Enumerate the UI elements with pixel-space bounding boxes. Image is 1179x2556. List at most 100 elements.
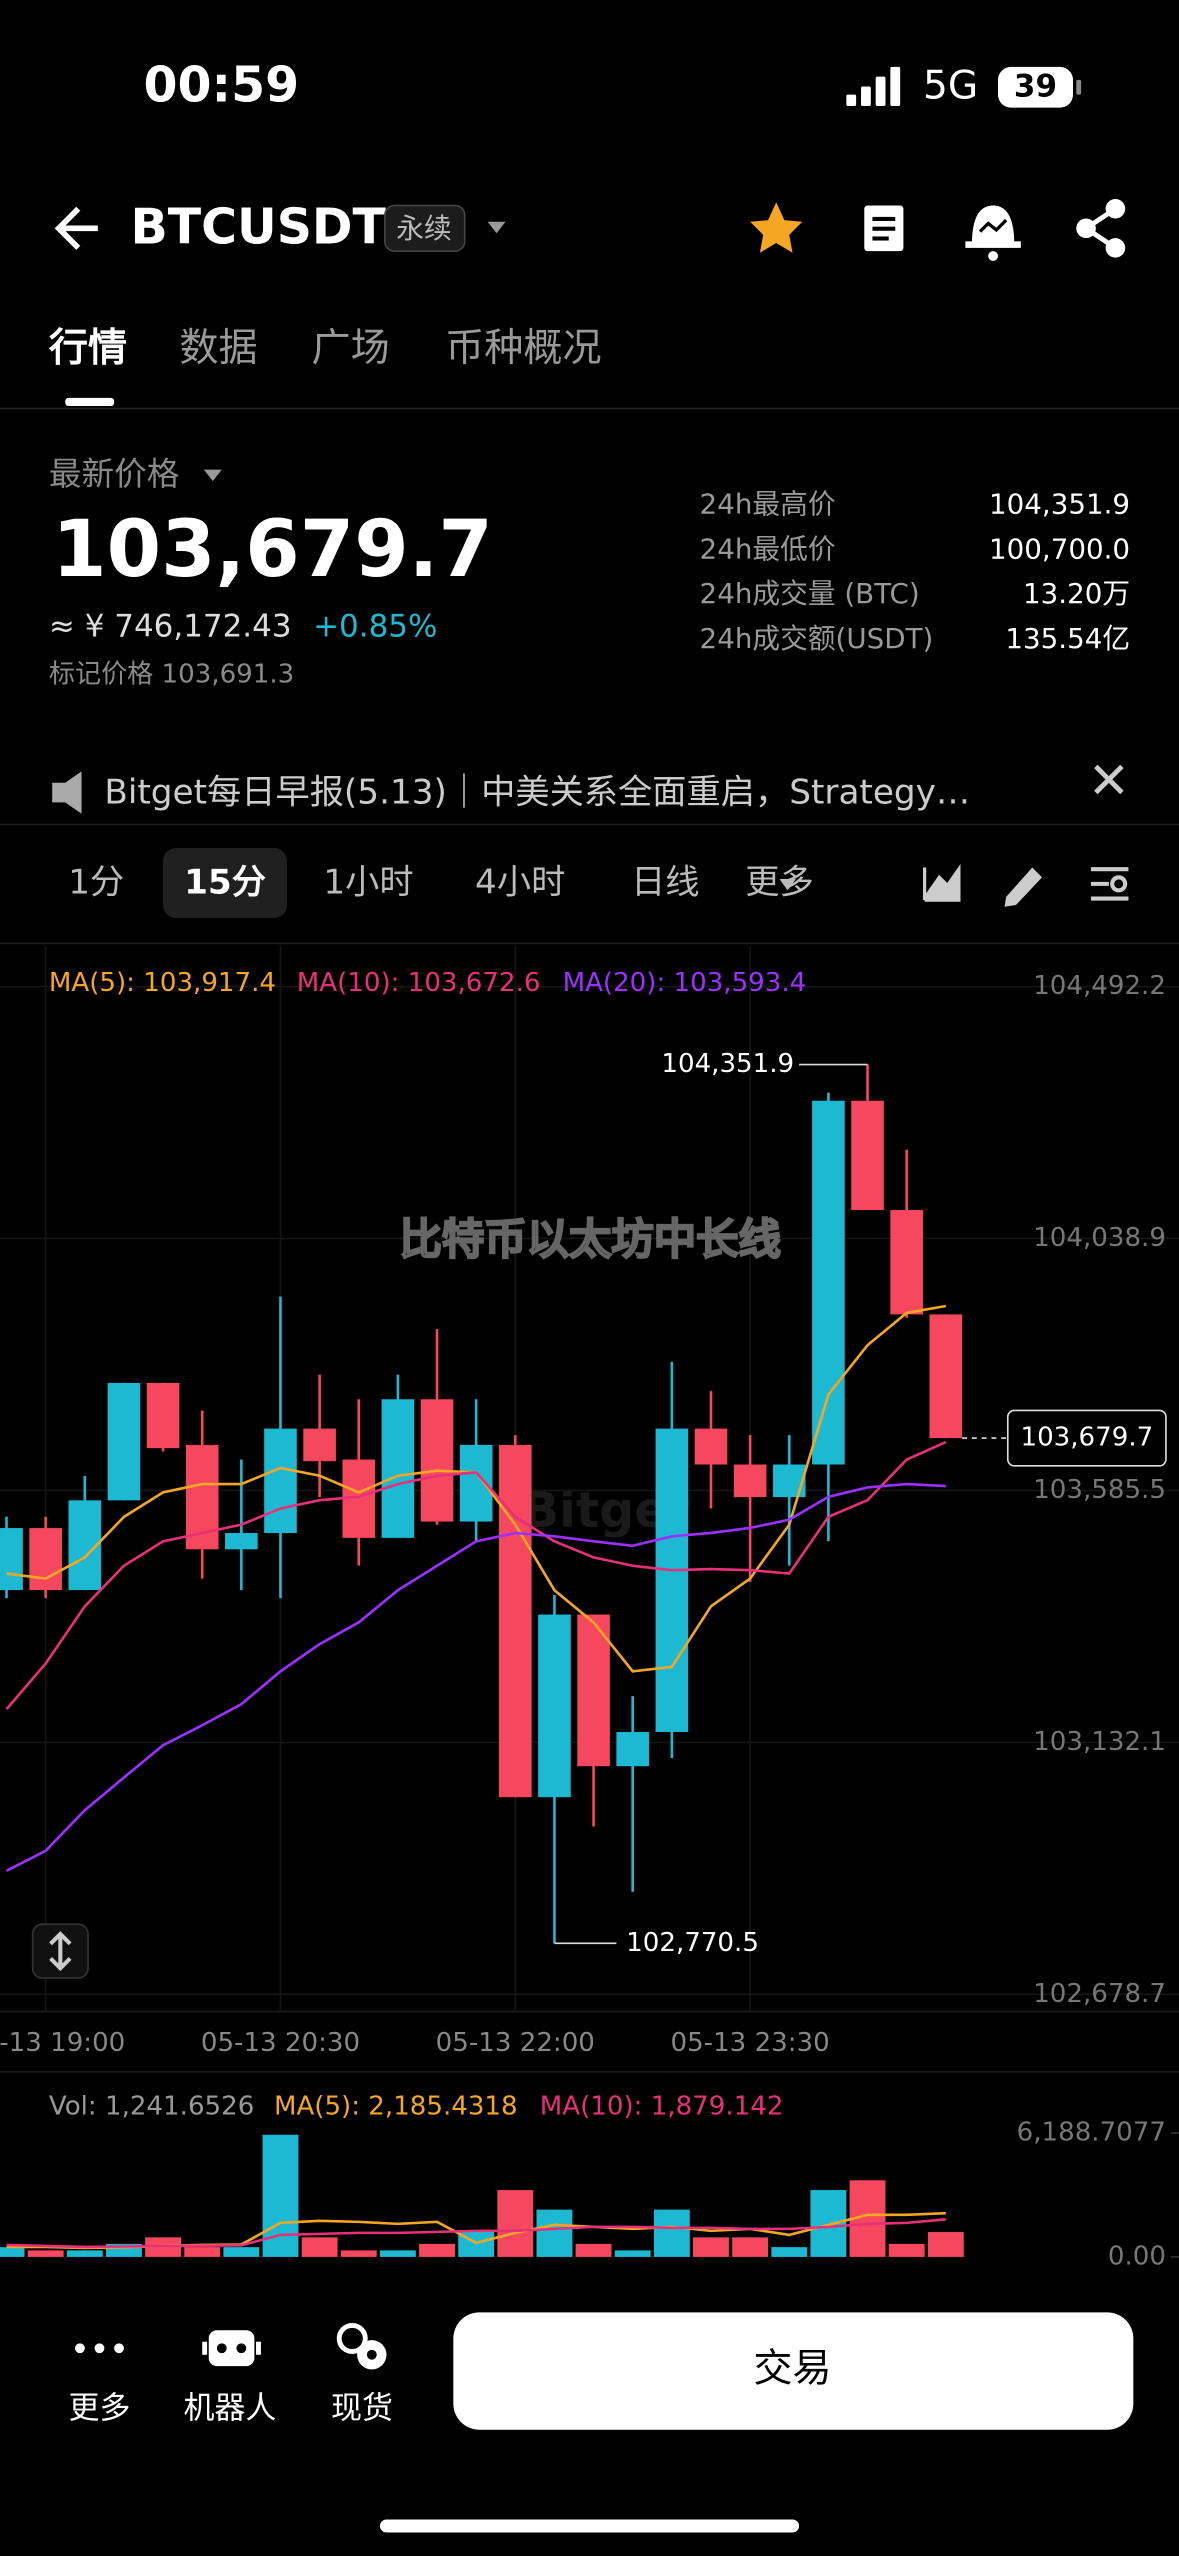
favorite-star[interactable] [750, 202, 803, 253]
mark-price: 标记价格 103,691.3 [49, 660, 294, 690]
divider [0, 2071, 1179, 2073]
home-indicator [379, 2519, 800, 2533]
volume-bar [379, 2250, 416, 2257]
x-tick-label: 05-13 22:00 [436, 2028, 595, 2058]
news-icon [52, 771, 82, 814]
interval[interactable]: 1小时 [323, 862, 413, 902]
settings-icon[interactable] [1090, 867, 1129, 901]
candle-body [146, 1382, 180, 1449]
candle-body [694, 1428, 728, 1465]
volume-bar [732, 2237, 769, 2257]
bottom-item[interactable]: 现货 [331, 2391, 393, 2427]
draw-icon[interactable] [1004, 867, 1043, 907]
candle-body [459, 1444, 493, 1522]
spot-icon[interactable] [336, 2322, 387, 2370]
ma-legend: MA(20): 103,593.4 [563, 968, 807, 998]
ma-line [5, 1440, 947, 1710]
battery-level: 39 [1014, 69, 1057, 105]
candle-body [225, 1533, 258, 1550]
volume-ma-legend: MA(10): 1,879.142 [540, 2091, 784, 2121]
tab[interactable]: 广场 [311, 326, 389, 371]
more-dropdown[interactable] [779, 878, 796, 891]
volume-legend: Vol: 1,241.6526 [49, 2091, 254, 2121]
back-button[interactable] [54, 206, 98, 250]
battery-icon [997, 66, 1074, 108]
trade-button-label[interactable]: 交易 [753, 2347, 831, 2392]
volume-bar [184, 2247, 221, 2257]
price-label: 最新价格 [49, 455, 179, 493]
y-tick-label: 104,492.2 [1033, 971, 1166, 1001]
interval[interactable]: 日线 [631, 862, 699, 902]
candle-body [381, 1399, 415, 1538]
candle-body [29, 1528, 62, 1591]
status-time: 00:59 [144, 57, 300, 114]
volume-bar [0, 2247, 25, 2257]
low-label: 102,770.5 [626, 1928, 759, 1958]
tag-box [384, 204, 466, 252]
y-tick-label: 104,038.9 [1033, 1223, 1166, 1253]
interval[interactable]: 15分 [184, 862, 266, 902]
divider [0, 2010, 1179, 2013]
alert-icon[interactable] [965, 205, 1021, 261]
bottom-item[interactable]: 更多 [69, 2391, 131, 2427]
candle-body [498, 1444, 532, 1798]
y-tick-label: 102,678.7 [1033, 1979, 1166, 2009]
symbol-dropdown[interactable] [487, 221, 506, 234]
notes-icon[interactable] [864, 205, 904, 252]
volume-bar [340, 2250, 377, 2257]
news-text[interactable]: Bitget每日早报(5.13)｜中美关系全面重启，Strategy… [104, 773, 970, 813]
candle-body [107, 1382, 141, 1501]
y-tick-label: 6,188.7077 [1017, 2117, 1166, 2147]
candle-body [0, 1528, 23, 1591]
ma-legend: MA(5): 103,917.4 [49, 968, 276, 998]
volume-bar [653, 2209, 690, 2257]
interval[interactable]: 4小时 [475, 862, 565, 902]
x-tick-label: 05-13 20:30 [201, 2028, 360, 2058]
volume-bar [771, 2247, 808, 2257]
volume-bar [262, 2134, 299, 2257]
volume-bar [419, 2243, 455, 2257]
chart-type-icon[interactable] [922, 864, 961, 902]
volume-bar [223, 2247, 260, 2257]
volume-bar [66, 2250, 103, 2257]
y-tick-label: 0.00 [1108, 2241, 1166, 2271]
volume-bar [27, 2250, 64, 2257]
share-icon[interactable] [1076, 198, 1126, 258]
candle-body [303, 1428, 336, 1462]
last-price-box [1006, 1409, 1167, 1467]
symbol[interactable]: BTCUSDT [130, 198, 386, 255]
volume-bar [536, 2209, 573, 2257]
tab[interactable]: 行情 [49, 326, 127, 371]
interval[interactable]: 更多 [745, 862, 813, 902]
battery-tip [1076, 79, 1082, 95]
cny-price: ≈ ¥ 746,172.43 [49, 608, 292, 644]
stat-label: 24h成交量 (BTC) [700, 577, 920, 610]
candle-body [264, 1428, 297, 1534]
candle-body [577, 1614, 610, 1767]
candle-body [812, 1100, 845, 1465]
contract-tag: 永续 [396, 212, 451, 245]
y-tick-label: 103,585.5 [1033, 1475, 1166, 1505]
trade-button[interactable] [453, 2312, 1134, 2430]
divider [0, 407, 1179, 410]
price-change: +0.85% [313, 608, 437, 644]
candle-body [616, 1731, 650, 1767]
more-icon[interactable] [75, 2343, 124, 2354]
news-close[interactable] [1094, 764, 1124, 795]
volume-ma-legend: MA(5): 2,185.4318 [274, 2091, 518, 2121]
tab[interactable]: 数据 [179, 326, 257, 371]
candle-body [655, 1428, 689, 1732]
interval[interactable]: 1分 [68, 862, 124, 902]
bottom-item[interactable]: 机器人 [183, 2391, 276, 2427]
ma-line [5, 1482, 946, 1873]
tab[interactable]: 币种概况 [445, 326, 601, 371]
candle-body [772, 1464, 806, 1498]
candle-body [420, 1399, 454, 1522]
network: 5G [923, 64, 978, 109]
tab-indicator [65, 397, 115, 407]
price-dropdown[interactable] [203, 469, 222, 482]
robot-icon[interactable] [202, 2330, 261, 2367]
y-tick-label: 103,132.1 [1033, 1727, 1166, 1757]
